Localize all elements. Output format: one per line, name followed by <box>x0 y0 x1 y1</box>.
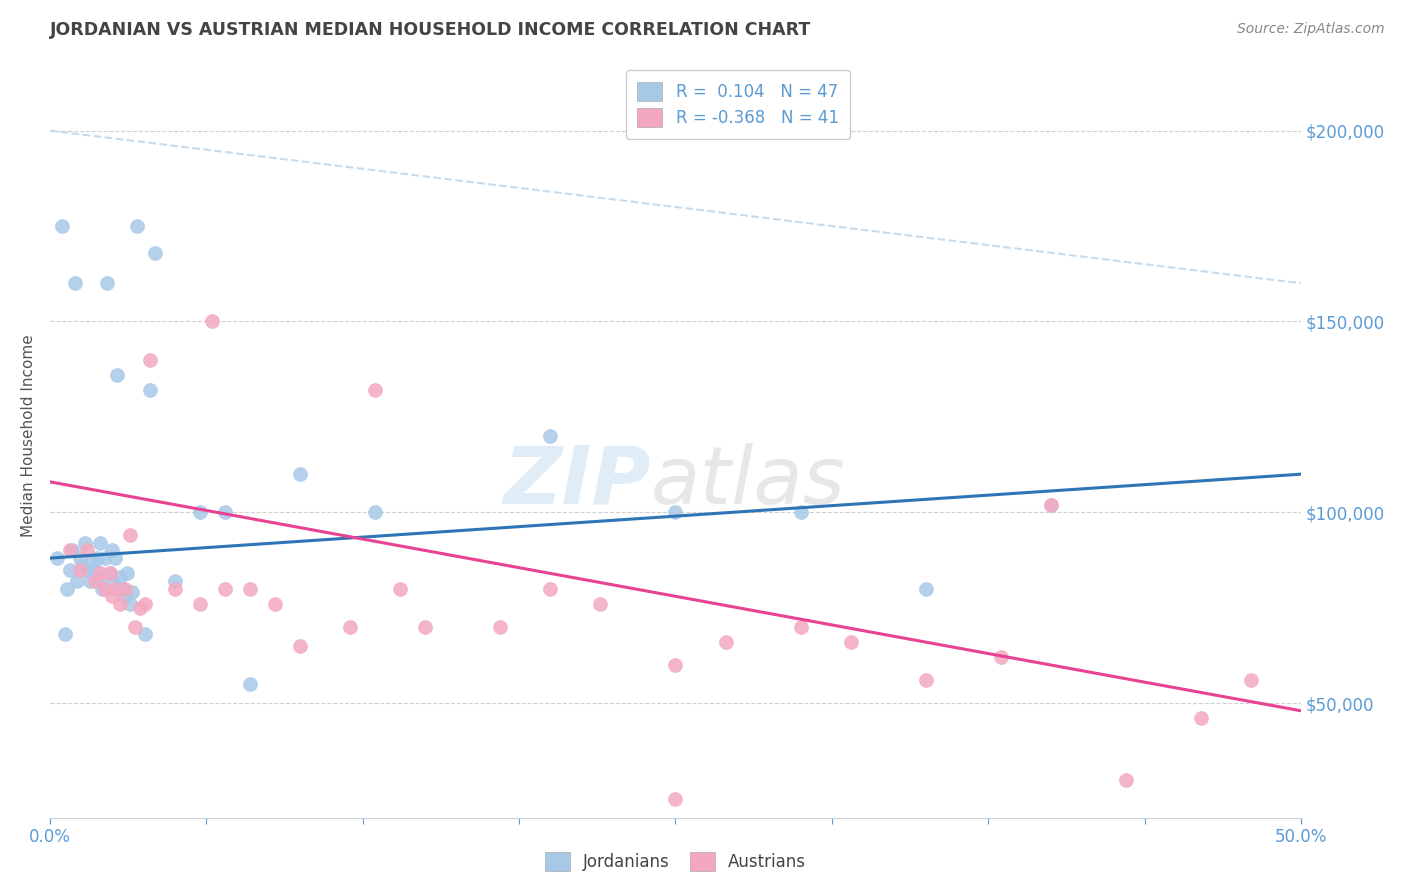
Point <box>990 650 1012 665</box>
Point <box>94 551 117 566</box>
Point <box>1240 673 1263 688</box>
Point <box>714 635 737 649</box>
Point <box>121 585 143 599</box>
Point <box>664 658 686 673</box>
Point <box>538 582 561 596</box>
Point <box>134 627 156 641</box>
Point <box>489 620 512 634</box>
Point <box>163 582 186 596</box>
Point <box>105 368 128 382</box>
Point <box>538 429 561 443</box>
Point <box>73 536 96 550</box>
Point <box>288 467 311 482</box>
Point <box>188 505 211 519</box>
Point <box>76 563 98 577</box>
Point <box>264 597 287 611</box>
Point <box>118 528 141 542</box>
Point <box>114 589 136 603</box>
Text: atlas: atlas <box>651 442 845 521</box>
Point <box>63 277 86 291</box>
Point <box>83 563 105 577</box>
Point <box>413 620 436 634</box>
Point <box>1115 772 1137 787</box>
Point <box>117 566 139 581</box>
Point <box>59 543 82 558</box>
Text: JORDANIAN VS AUSTRIAN MEDIAN HOUSEHOLD INCOME CORRELATION CHART: JORDANIAN VS AUSTRIAN MEDIAN HOUSEHOLD I… <box>49 21 811 39</box>
Point <box>1039 498 1062 512</box>
Point <box>214 505 236 519</box>
Point <box>789 620 811 634</box>
Point <box>101 543 124 558</box>
Point <box>72 558 94 573</box>
Point <box>239 582 262 596</box>
Text: ZIP: ZIP <box>503 442 651 521</box>
Point <box>82 555 104 569</box>
Point <box>664 791 686 805</box>
Point <box>914 582 936 596</box>
Point <box>914 673 936 688</box>
Legend: Jordanians, Austrians: Jordanians, Austrians <box>538 846 813 878</box>
Point <box>139 383 162 397</box>
Point <box>89 566 111 581</box>
Point <box>389 582 412 596</box>
Point <box>76 543 98 558</box>
Point <box>339 620 361 634</box>
Point <box>789 505 811 519</box>
Point <box>127 219 149 233</box>
Point <box>188 597 211 611</box>
Point <box>96 277 118 291</box>
Point <box>98 566 121 581</box>
Point <box>364 505 387 519</box>
Point <box>91 582 114 596</box>
Point <box>143 245 166 260</box>
Point <box>101 574 124 588</box>
Point <box>114 582 136 596</box>
Point <box>111 582 134 596</box>
Point <box>214 582 236 596</box>
Point <box>1039 498 1062 512</box>
Point <box>104 551 127 566</box>
Y-axis label: Median Household Income: Median Household Income <box>21 334 35 537</box>
Point <box>69 563 91 577</box>
Point <box>364 383 387 397</box>
Point <box>288 639 311 653</box>
Point <box>104 582 127 596</box>
Text: Source: ZipAtlas.com: Source: ZipAtlas.com <box>1237 22 1385 37</box>
Point <box>589 597 612 611</box>
Point <box>839 635 862 649</box>
Point <box>59 563 82 577</box>
Point <box>86 551 108 566</box>
Point <box>201 314 224 328</box>
Point <box>46 551 69 566</box>
Point <box>79 574 101 588</box>
Point <box>69 551 91 566</box>
Point <box>89 536 111 550</box>
Point <box>139 352 162 367</box>
Point <box>83 574 105 588</box>
Point <box>51 219 73 233</box>
Point <box>66 574 89 588</box>
Point <box>53 627 76 641</box>
Point <box>118 597 141 611</box>
Point <box>124 620 146 634</box>
Point <box>108 570 131 584</box>
Point <box>128 600 150 615</box>
Point <box>94 582 117 596</box>
Point <box>163 574 186 588</box>
Point <box>60 543 83 558</box>
Point <box>101 589 124 603</box>
Point <box>108 597 131 611</box>
Point <box>89 570 111 584</box>
Point <box>134 597 156 611</box>
Point <box>98 566 121 581</box>
Point <box>1189 711 1212 725</box>
Point <box>664 505 686 519</box>
Point <box>56 582 79 596</box>
Point <box>239 677 262 691</box>
